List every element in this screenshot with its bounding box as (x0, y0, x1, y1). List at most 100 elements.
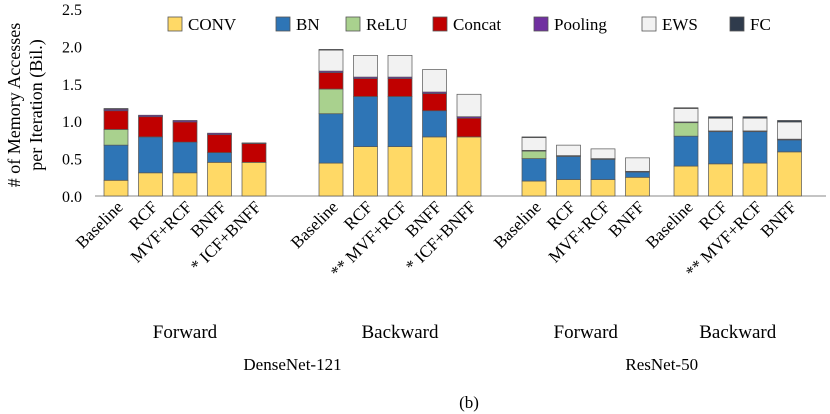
bar-category-label: BNFF (605, 197, 649, 241)
direction-label: Forward (153, 322, 218, 343)
y-tick-label: 0.5 (62, 152, 82, 169)
bar-category-label: Baseline (642, 197, 697, 252)
bar-segment-ews (556, 144, 581, 156)
bar-segment-bn (353, 96, 378, 147)
direction-label: Forward (554, 322, 619, 343)
legend-label-fc: FC (750, 15, 771, 34)
bar-segment-concat (387, 78, 413, 97)
bar-segment-conv (241, 161, 267, 197)
bar-segment-fc (521, 136, 547, 139)
bar-category-label: Baseline (287, 197, 342, 252)
legend-label-ews: EWS (662, 15, 698, 34)
legend-swatch-fc (729, 16, 745, 32)
bar-segment-conv (103, 179, 129, 197)
y-tick-label: 1.5 (62, 77, 82, 94)
bar-segment-conv (521, 180, 547, 197)
bar-segment-concat (318, 72, 344, 90)
bar-segment-relu (673, 122, 699, 137)
network-label: DenseNet-121 (243, 355, 341, 374)
bar-segment-ews (387, 55, 413, 78)
bar-segment-ews (742, 117, 768, 132)
bar-segment-concat (138, 116, 163, 138)
bar-segment-bn (625, 171, 650, 178)
legend-swatch-conv (167, 16, 183, 32)
bar-segment-concat (353, 78, 378, 97)
bar-segment-fc (103, 108, 129, 110)
bar-segment-pooling (241, 142, 267, 144)
bar-segment-fc (777, 120, 802, 123)
bar-segment-fc (673, 107, 699, 109)
bar-segment-ews (318, 49, 344, 72)
bar-segment-ews (456, 93, 482, 118)
bar-segment-ews (777, 121, 802, 140)
bar-segment-conv (172, 172, 198, 197)
bar-segment-bn (103, 144, 129, 181)
bars-layer (103, 49, 802, 197)
bar-segment-bn (708, 131, 733, 165)
bar-segment-fc (318, 49, 344, 51)
bar-segment-ews (625, 157, 650, 172)
bar-segment-bn (673, 135, 699, 167)
bar-segment-conv (422, 136, 447, 197)
y-axis-label-line1: # of Memory Accesses (4, 23, 24, 187)
y-axis-label-line2: per Iteration (Bil.) (26, 39, 47, 170)
bar-segment-bn (521, 158, 547, 182)
bar-segment-conv (742, 162, 768, 197)
legend-swatch-pooling (533, 16, 549, 32)
bar-segment-pooling (207, 132, 232, 136)
bar-segment-concat (207, 134, 232, 153)
bar-segment-bn (556, 156, 581, 180)
bar-segment-bn (318, 113, 344, 164)
figure-caption: (b) (459, 393, 479, 412)
y-tick-label: 2.0 (62, 39, 82, 56)
y-tick-label: 1.0 (62, 114, 82, 131)
bar-segment-ews (590, 148, 616, 159)
bar-segment-conv (777, 151, 802, 197)
bar-segment-conv (708, 163, 733, 197)
bar-segment-bn (172, 141, 198, 174)
bar-segment-ews (422, 69, 447, 93)
bar-segment-bn (422, 110, 447, 138)
bar-segment-concat (103, 110, 129, 130)
bar-segment-fc (742, 116, 768, 119)
bar-segment-ews (673, 108, 699, 123)
bar-segment-concat (456, 117, 482, 138)
bar-segment-conv (590, 179, 616, 197)
bar-segment-bn (742, 131, 768, 164)
bar-segment-conv (207, 161, 232, 197)
bar-segment-bn (387, 96, 413, 147)
bar-segment-conv (556, 179, 581, 197)
legend-swatch-bn (275, 16, 291, 32)
legend-label-bn: BN (296, 15, 320, 34)
legend-label-pooling: Pooling (554, 15, 607, 34)
legend-swatch-relu (345, 16, 361, 32)
bar-segment-bn (138, 136, 163, 174)
direction-label: Backward (699, 322, 777, 343)
bar-segment-ews (353, 55, 378, 78)
y-axis-label: # of Memory Accesses per Iteration (Bil.… (4, 23, 47, 187)
bar-segment-concat (172, 121, 198, 143)
bar-segment-concat (422, 93, 447, 112)
network-label: ResNet-50 (625, 355, 698, 374)
bar-segment-ews (521, 137, 547, 151)
bar-segment-ews (708, 117, 733, 132)
bar-segment-pooling (138, 114, 163, 118)
legend-swatch-concat (432, 16, 448, 32)
bar-category-label: BNFF (757, 197, 801, 241)
legend-label-conv: CONV (188, 15, 237, 34)
bar-segment-conv (318, 162, 344, 197)
bar-segment-fc (708, 116, 733, 119)
bar-segment-relu (103, 129, 129, 146)
bar-segment-bn (777, 139, 802, 153)
bar-segment-conv (456, 136, 482, 197)
bar-segment-bn (590, 158, 616, 180)
bar-segment-conv (625, 176, 650, 197)
bar-segment-conv (387, 146, 413, 197)
bar-segment-relu (521, 150, 547, 159)
bar-segment-concat (241, 143, 267, 163)
bar-segment-pooling (172, 120, 198, 123)
bar-segment-relu (318, 88, 344, 115)
legend-swatch-ews (641, 16, 657, 32)
